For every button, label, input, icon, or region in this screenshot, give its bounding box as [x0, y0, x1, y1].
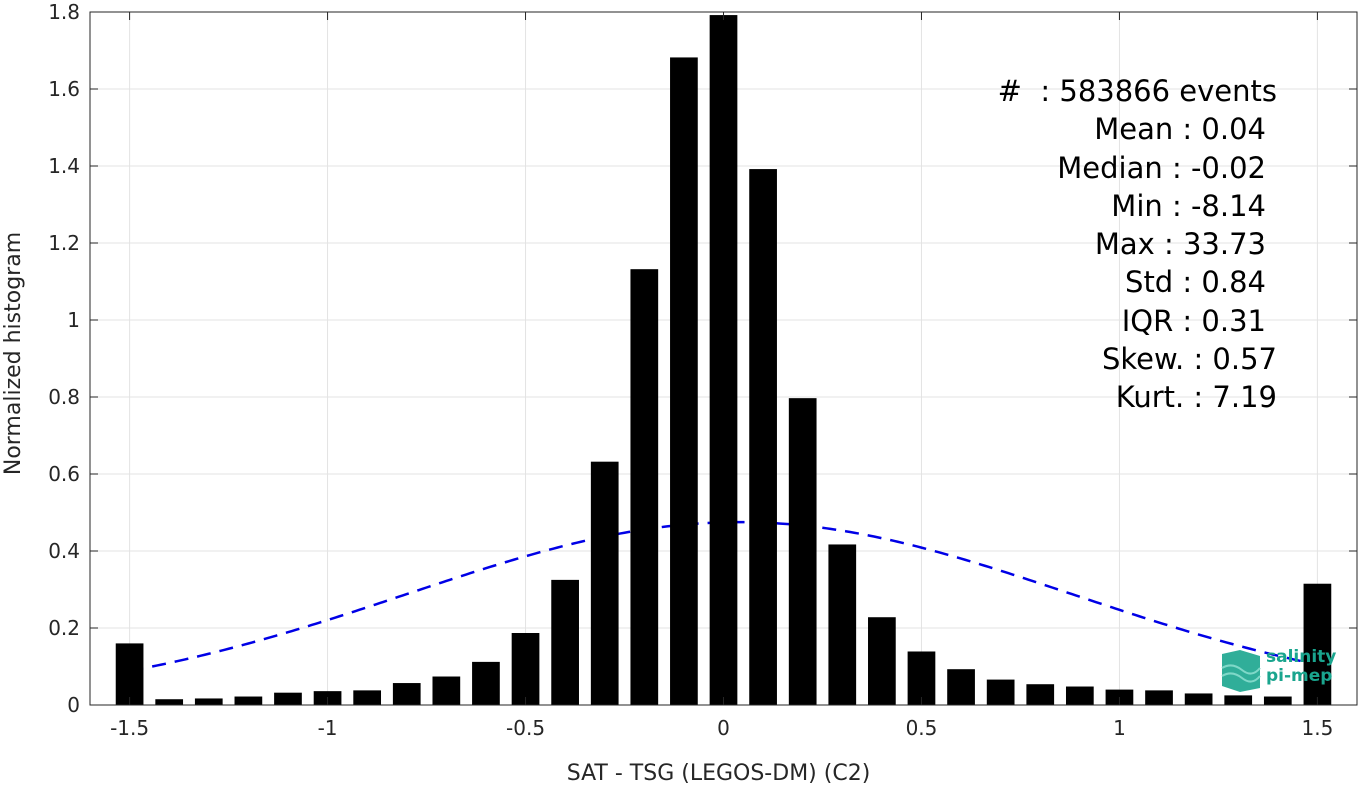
statistics-annotation: # : 583866 events Mean : 0.04 Median : -…	[998, 72, 1277, 417]
histogram-bar	[907, 651, 936, 705]
histogram-bar	[1145, 690, 1173, 705]
x-tick-label: -1.5	[110, 716, 149, 740]
histogram-bar	[1026, 684, 1055, 705]
stat-std: Std : 0.84	[1125, 265, 1266, 300]
histogram-bar	[1303, 583, 1332, 705]
x-tick-label: 1	[1113, 716, 1126, 740]
histogram-bar	[155, 699, 184, 705]
stat-median: Median : -0.02	[1057, 150, 1266, 185]
y-tick-label: 1.6	[48, 77, 80, 101]
histogram-bar	[1184, 693, 1213, 705]
stat-events: # : 583866 events	[997, 74, 1277, 108]
histogram-bar	[234, 696, 263, 705]
y-tick-label: 0.2	[48, 616, 80, 640]
y-tick-label: 1.8	[48, 0, 80, 24]
x-tick-label: 0	[717, 716, 730, 740]
histogram-bar	[115, 643, 144, 705]
y-axis-label: Normalized histogram	[1, 232, 26, 475]
histogram-bar	[630, 269, 659, 705]
histogram-bar	[274, 692, 302, 705]
histogram-bar	[788, 398, 817, 705]
x-tick-label: 1.5	[1302, 716, 1334, 740]
y-tick-label: 1.2	[48, 231, 80, 255]
histogram-bar	[868, 617, 896, 705]
y-axis-ticks: 0 0.2 0.4 0.6 0.8 1 1.2 1.4 1.6 1.8	[48, 0, 1357, 717]
histogram-bar	[1224, 695, 1253, 705]
histogram-bar	[472, 661, 500, 705]
stat-skew: Skew. : 0.57	[1101, 342, 1277, 377]
stat-max: Max : 33.73	[1094, 227, 1266, 262]
histogram-bar	[1065, 686, 1094, 705]
histogram-bar	[511, 633, 540, 705]
y-tick-label: 0.8	[48, 385, 80, 409]
x-tick-label: -0.5	[506, 716, 545, 740]
histogram-bar	[749, 169, 777, 705]
y-tick-label: 0	[67, 693, 80, 717]
stat-min: Min : -8.14	[1111, 188, 1266, 223]
x-axis-ticks: -1.5 -1 -0.5 0 0.5 1 1.5	[110, 12, 1333, 740]
logo-text: salinity pi-mep	[1266, 648, 1336, 686]
x-axis-label: SAT - TSG (LEGOS-DM) (C2)	[567, 761, 871, 785]
logo-line1: salinity	[1266, 647, 1337, 667]
x-tick-label: 0.5	[906, 716, 938, 740]
x-tick-label: -1	[318, 716, 338, 740]
histogram-bars	[115, 15, 1332, 706]
y-tick-label: 1.4	[48, 154, 80, 178]
histogram-bar	[709, 15, 738, 705]
logo-line2: pi-mep	[1266, 666, 1333, 686]
y-tick-label: 1	[67, 308, 80, 332]
histogram-bar	[590, 461, 619, 705]
histogram-bar	[986, 679, 1015, 705]
histogram-bar	[828, 544, 857, 705]
stat-mean: Mean : 0.04	[1094, 112, 1266, 147]
histogram-bar	[670, 57, 698, 706]
normal-fit-line	[129, 520, 1318, 673]
histogram-bar	[1263, 696, 1292, 705]
salinity-pimep-logo: salinity pi-mep	[1218, 648, 1348, 693]
histogram-bar	[432, 676, 461, 705]
histogram-bar	[353, 690, 382, 705]
histogram-bar	[194, 698, 223, 705]
histogram-bar	[947, 669, 975, 705]
y-tick-label: 0.4	[48, 539, 80, 563]
stat-iqr: IQR : 0.31	[1121, 303, 1266, 338]
histogram-bar	[551, 579, 579, 705]
y-tick-label: 0.6	[48, 462, 80, 486]
histogram-bar	[392, 683, 421, 705]
stat-kurt: Kurt. : 7.19	[1115, 380, 1277, 415]
normal-fit-curve	[129, 520, 1318, 673]
logo-wave-icon	[1221, 650, 1261, 692]
